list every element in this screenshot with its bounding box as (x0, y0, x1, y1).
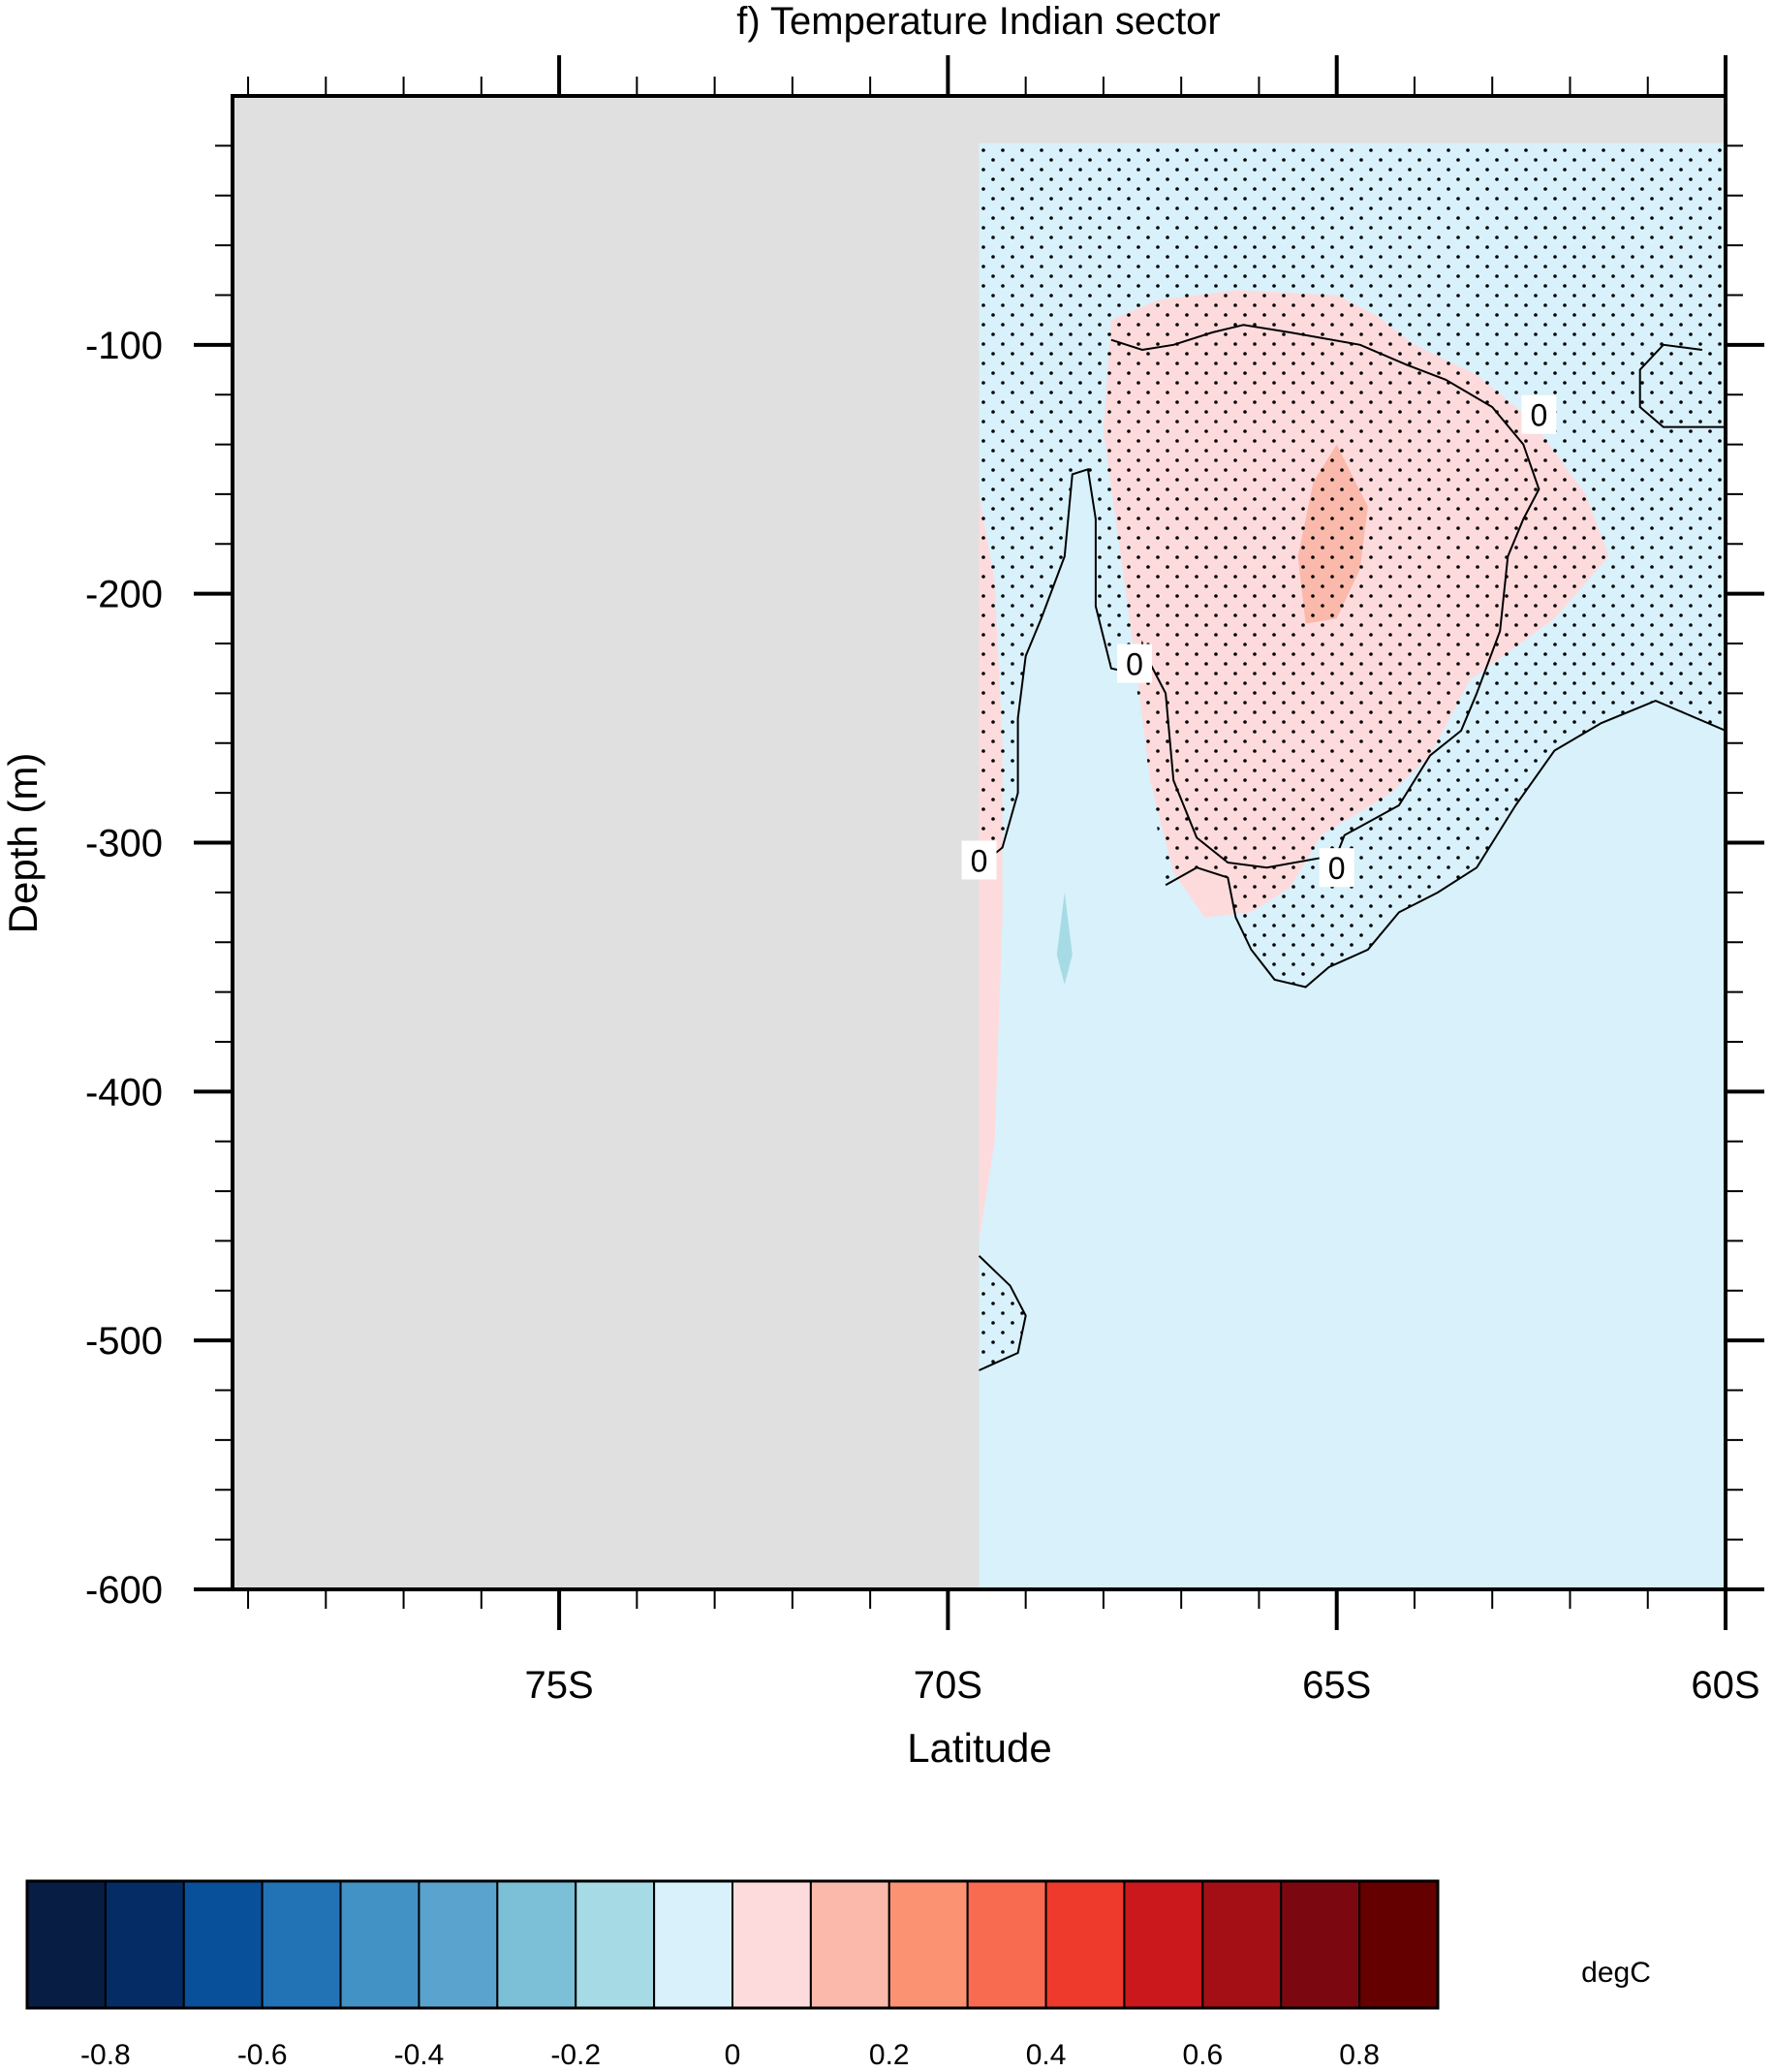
y-tick-label: -600 (85, 1569, 163, 1612)
colorbar-box (1280, 1880, 1361, 2009)
colorbar-box (182, 1880, 264, 2009)
contour-line (1638, 343, 1726, 428)
colorbar-tick-label: -0.4 (394, 2039, 445, 2071)
y-tick-label: -500 (85, 1320, 163, 1363)
colorbar-box (575, 1880, 656, 2009)
colorbar-box (809, 1880, 890, 2009)
y-axis-ticks: -100 -200 -300 -400 -500 -600 (85, 144, 1764, 1612)
x-axis-ticks: 75S 70S 65S 60S (247, 55, 1760, 1707)
y-tick-label: -200 (85, 574, 163, 616)
contour-label: 0 (1319, 848, 1354, 888)
colorbar-box (1123, 1880, 1204, 2009)
zero-contour-lines (978, 324, 1726, 1371)
colorbar-box (1201, 1880, 1283, 2009)
colorbar-box (418, 1880, 499, 2009)
colorbar-box (496, 1880, 577, 2009)
colorbar: -0.8 -0.6 -0.4 -0.2 0 0.2 0.4 0.6 0.8 (25, 1879, 1440, 2071)
colorbar-box (966, 1880, 1047, 2009)
fill-region (1056, 892, 1073, 985)
contour-labels: 0 0 0 0 (961, 394, 1557, 888)
missing-data-region (233, 96, 980, 1589)
stipple-region (979, 142, 1726, 988)
contour-label-text: 0 (971, 843, 988, 878)
colorbar-box (261, 1880, 342, 2009)
contour-label: 0 (961, 840, 997, 880)
colorbar-tick-label: -0.2 (550, 2039, 601, 2071)
contour-line (978, 1255, 1027, 1371)
colorbar-box (339, 1880, 420, 2009)
chart-title: f) Temperature Indian sector (736, 0, 1221, 43)
stipple-region (979, 1255, 1026, 1370)
y-axis-label: Depth (m) (0, 753, 46, 934)
x-tick-label: 70S (914, 1664, 982, 1707)
colorbar-tick-label: 0.2 (869, 2039, 910, 2071)
colorbar-tick-label: 0 (725, 2039, 741, 2071)
colorbar-box (653, 1880, 733, 2009)
x-tick-label: 65S (1302, 1664, 1371, 1707)
colorbar-box (887, 1880, 969, 2009)
colorbar-tick-label: 0.8 (1339, 2039, 1380, 2071)
x-tick-label: 60S (1691, 1664, 1759, 1707)
x-axis-label: Latitude (907, 1725, 1051, 1771)
x-tick-label: 75S (525, 1664, 594, 1707)
y-tick-label: -100 (85, 325, 163, 367)
contour-label-text: 0 (1530, 398, 1547, 433)
contour-label-text: 0 (1126, 647, 1143, 682)
significance-stipple (979, 142, 1726, 1370)
colorbar-frame (25, 1879, 1440, 2010)
y-tick-label: -300 (85, 823, 163, 865)
contour-label: 0 (1117, 644, 1153, 683)
colorbar-box (1358, 1880, 1439, 2009)
y-tick-label: -400 (85, 1071, 163, 1114)
colorbar-tick-label: -0.6 (237, 2039, 288, 2071)
colorbar-tick-label: 0.6 (1182, 2039, 1223, 2071)
colorbar-box (104, 1880, 185, 2009)
colorbar-box (1044, 1880, 1126, 2009)
colorbar-tick-label: -0.8 (80, 2039, 131, 2071)
missing-data-band (979, 96, 1726, 143)
colorbar-unit-label: degC (1581, 1957, 1651, 1989)
colorbar-box (731, 1880, 812, 2009)
colorbar-tick-label: 0.4 (1026, 2039, 1067, 2071)
contour-label-text: 0 (1328, 851, 1346, 886)
contour-label: 0 (1521, 394, 1557, 434)
contour-line (1165, 700, 1726, 989)
plot-area: 0 0 0 0 (233, 96, 1726, 1589)
colorbar-box (26, 1880, 107, 2009)
